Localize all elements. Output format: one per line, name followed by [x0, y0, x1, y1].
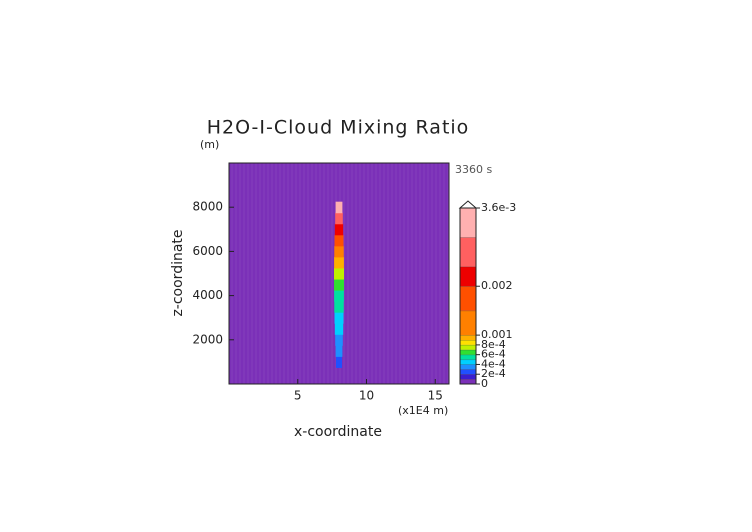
colorbar-tick-label: 6e-4	[481, 348, 506, 361]
chart-title: H2O-I-Cloud Mixing Ratio	[207, 117, 470, 139]
colorbar-band	[460, 374, 476, 380]
x-tick-label: 5	[294, 389, 302, 403]
colorbar-band	[460, 369, 476, 375]
colorbar-band	[460, 344, 476, 350]
plume-cell	[335, 212, 343, 225]
y-tick-label: 8000	[192, 200, 223, 214]
colorbar-tick-label: 2e-4	[481, 367, 506, 380]
y-unit: (m)	[200, 138, 219, 151]
colorbar-band	[460, 286, 476, 311]
plume-cell	[334, 223, 344, 236]
colorbar-tick-label: 0.001	[481, 328, 513, 341]
x-tick-label: 15	[428, 389, 443, 403]
time-label: 3360 s	[455, 163, 492, 176]
plume-cell	[334, 323, 344, 335]
plume-cell	[335, 201, 343, 214]
colorbar-band	[460, 237, 476, 267]
x-unit: (x1E4 m)	[398, 404, 448, 417]
colorbar-band	[460, 364, 476, 370]
colorbar-band	[460, 310, 476, 336]
colorbar-band	[460, 359, 476, 365]
colorbar-overflow	[458, 200, 478, 209]
colorbar-tick-label: 3.6e-3	[481, 201, 516, 214]
y-tick-label: 6000	[192, 244, 223, 258]
plot-frame	[228, 162, 450, 385]
colorbar-tick-label: 8e-4	[481, 338, 506, 351]
colorbar-band	[460, 349, 476, 355]
colorbar-tick-label: 4e-4	[481, 357, 506, 370]
colorbar-band	[460, 354, 476, 360]
plume-cell	[334, 279, 344, 291]
colorbar-band	[460, 340, 476, 345]
plume-cell	[334, 256, 344, 269]
x-tick-label: 10	[359, 389, 374, 403]
plume-cell	[334, 290, 344, 302]
plume-cell	[335, 345, 343, 357]
colorbar-tick-label: 0	[481, 377, 488, 390]
x-axis-label: x-coordinate	[294, 424, 382, 440]
colorbar-band	[460, 335, 476, 340]
colorbar-frame	[459, 207, 477, 385]
y-axis-label: z-coordinate	[170, 229, 186, 316]
colorbar-band	[460, 379, 476, 384]
plume-cell	[334, 245, 344, 258]
plume-cell	[336, 356, 342, 368]
y-tick-label: 2000	[192, 332, 223, 346]
plume-cell	[334, 234, 344, 247]
colorbar-band	[460, 208, 476, 238]
colorbar-band	[460, 266, 476, 287]
plume-cell	[335, 334, 343, 346]
plume-cell	[334, 301, 344, 313]
plume-cell	[334, 267, 344, 280]
colorbar-tick-label: 0.002	[481, 279, 513, 292]
plume-cell	[334, 312, 344, 324]
y-tick-label: 4000	[192, 288, 223, 302]
